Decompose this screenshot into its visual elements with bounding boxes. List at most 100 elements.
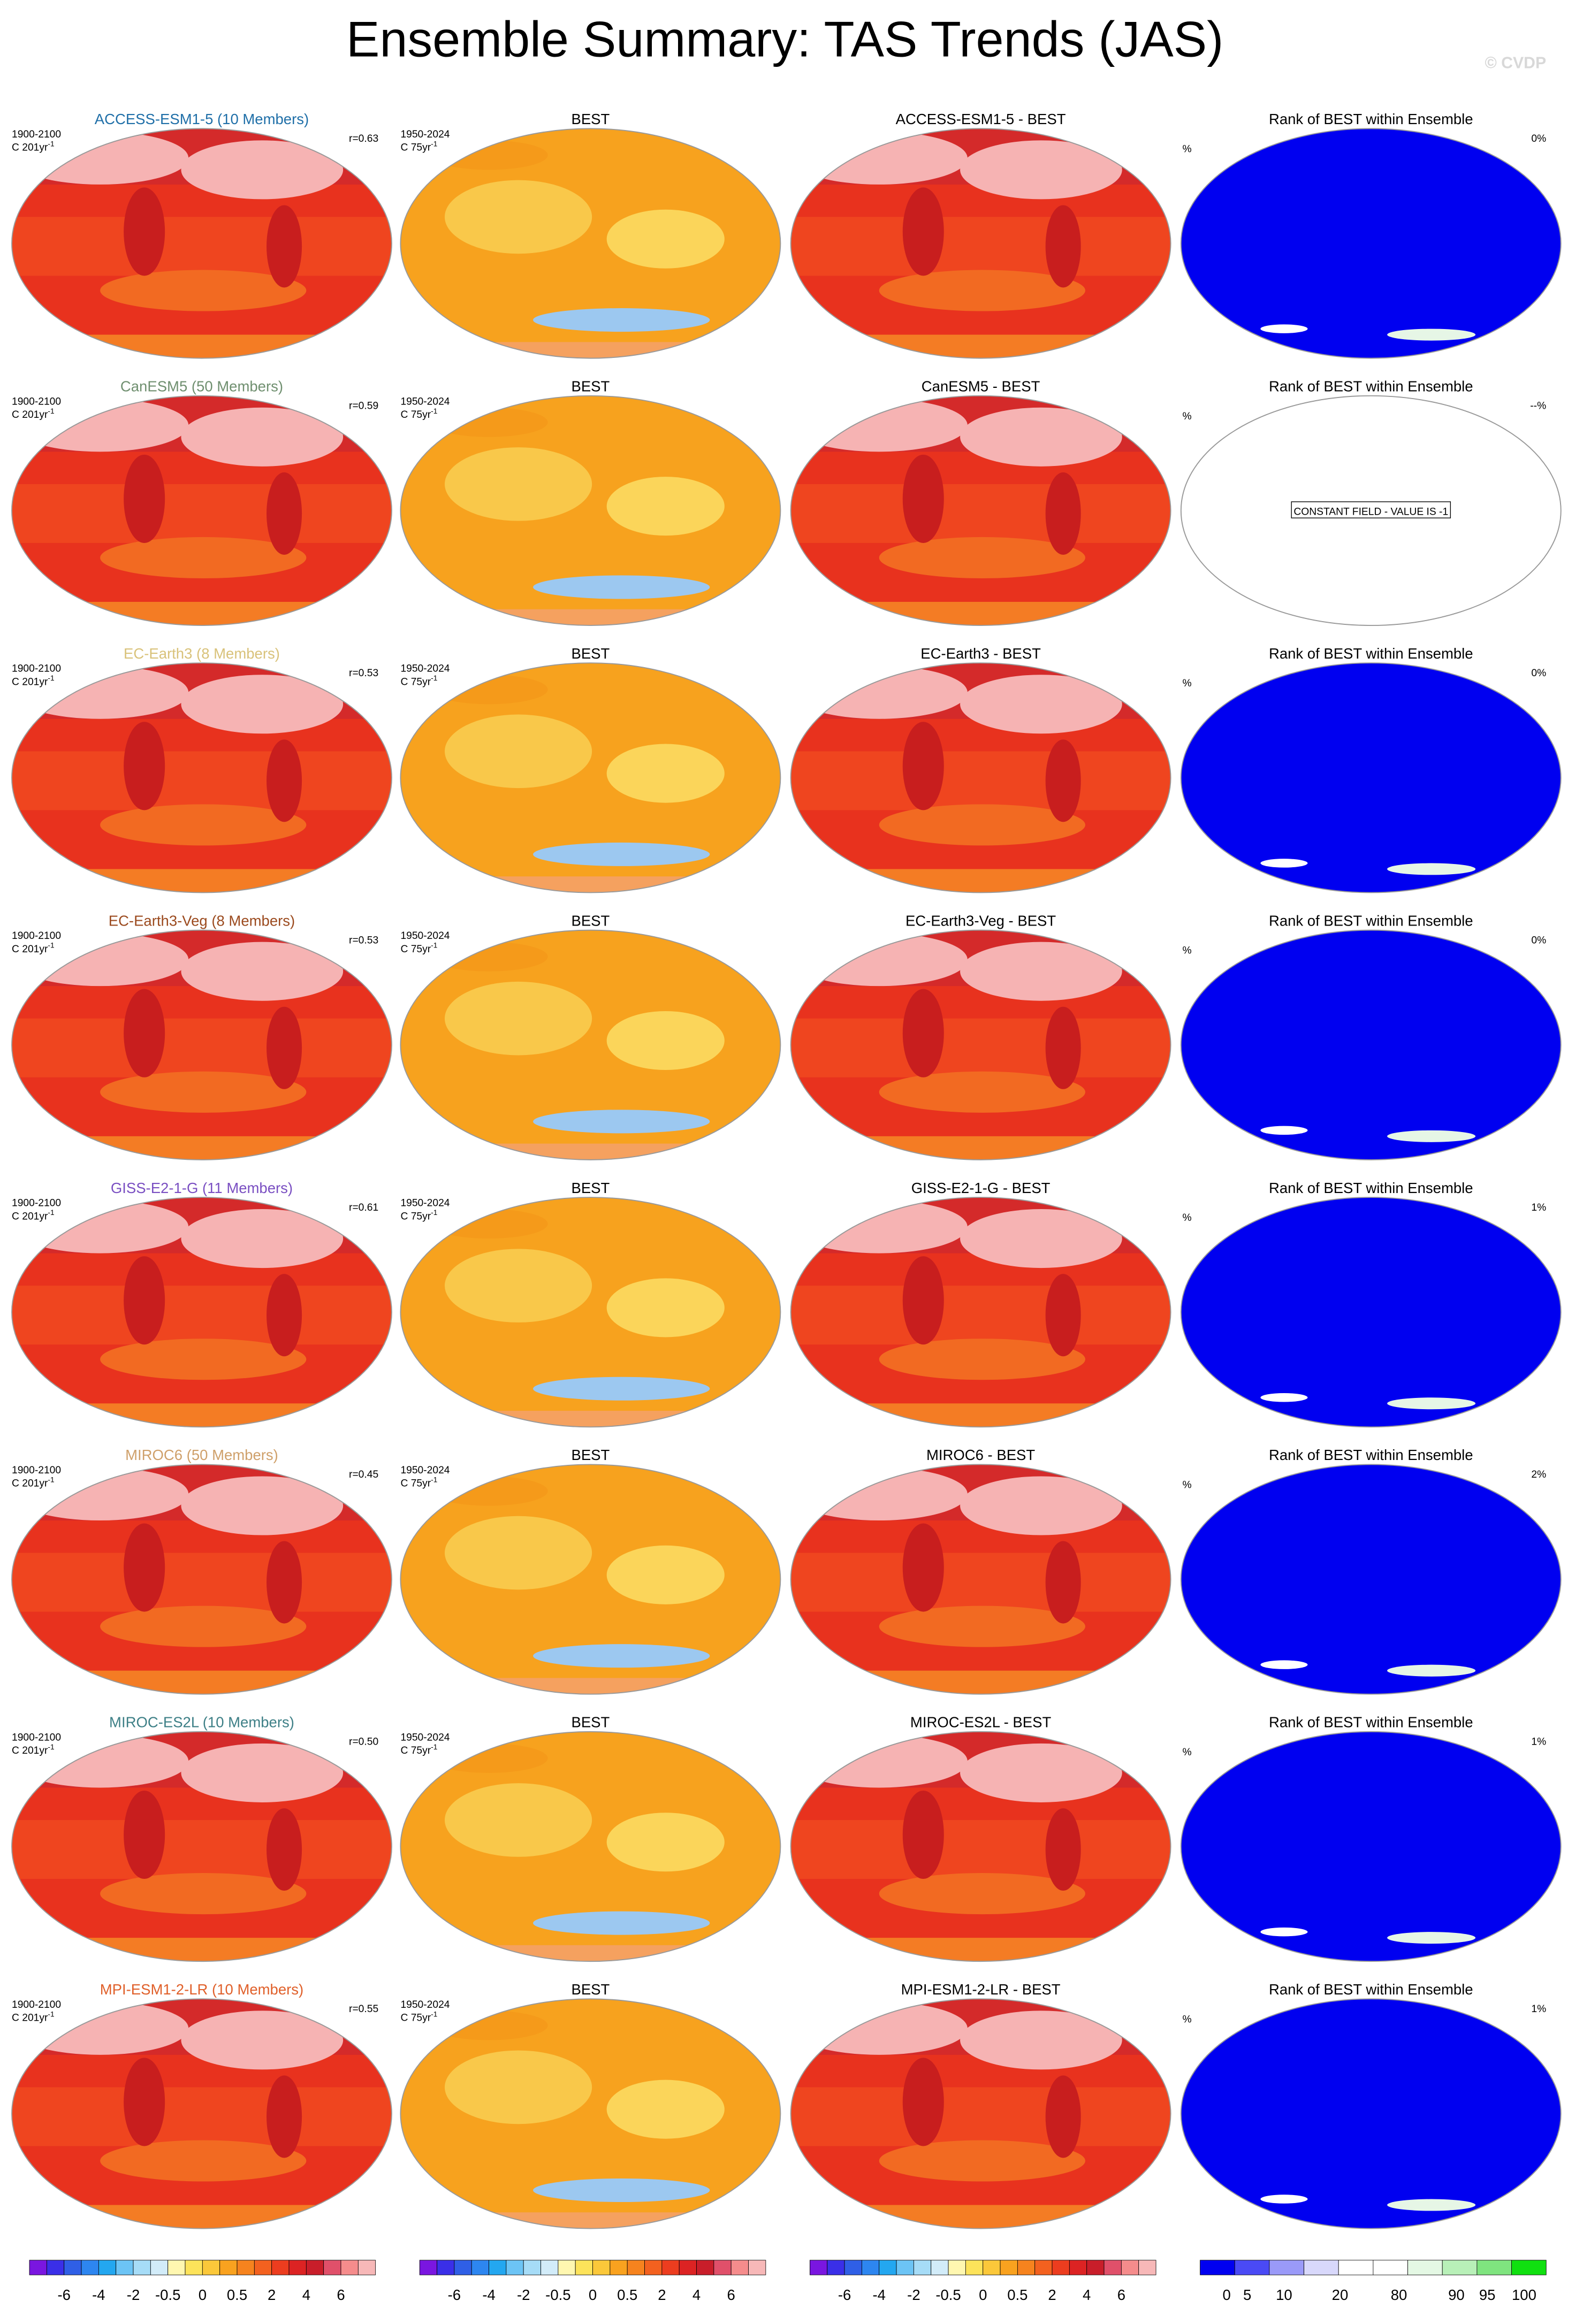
map-region [790, 751, 1171, 811]
units-label: C 201yr-1 [12, 674, 55, 687]
colorbar-box [879, 2260, 897, 2275]
map-region [790, 1820, 1171, 1879]
period: 1950-2024 [400, 129, 450, 140]
map-region [790, 334, 1171, 358]
map-region [430, 1743, 548, 1773]
map-region [606, 744, 725, 803]
map-border [11, 128, 392, 359]
period: 1950-2024 [400, 663, 450, 675]
map [12, 663, 392, 893]
rank-value: 2% [1531, 1469, 1546, 1480]
map-region [444, 1783, 592, 1857]
map [1181, 663, 1561, 893]
units: C 75yr [400, 142, 431, 154]
rank-title: Rank of BEST within Ensemble [1269, 378, 1473, 395]
colorbar-box [696, 2260, 714, 2275]
pattern-correlation: r=0.63 [349, 133, 378, 144]
map [12, 930, 392, 1160]
units-label: C 75yr-1 [400, 407, 437, 421]
map-region [533, 575, 710, 599]
colorbar-label: 4 [1083, 2287, 1091, 2303]
rank-value: --% [1530, 401, 1546, 412]
colorbar-label: -6 [57, 2287, 70, 2303]
diff-title: ACCESS-ESM1-5 - BEST [896, 111, 1066, 127]
period: 1900-2100 [12, 663, 61, 675]
colorbar-label: -2 [907, 2287, 920, 2303]
rank-title: Rank of BEST within Ensemble [1269, 1714, 1473, 1731]
map-region [12, 1938, 392, 1962]
diff-title: MPI-ESM1-2-LR - BEST [901, 1981, 1061, 1998]
model-title: MPI-ESM1-2-LR (10 Members) [100, 1981, 304, 1998]
map-region [267, 2075, 302, 2158]
units: C 201yr [12, 1745, 48, 1756]
units-exponent: -1 [431, 674, 437, 682]
map-region [444, 180, 592, 254]
colorbar-box [419, 2260, 437, 2275]
obs-title: BEST [571, 912, 610, 929]
map-region [902, 722, 944, 811]
colorbar-box [558, 2260, 576, 2275]
map-region [267, 1006, 302, 1089]
map-region [960, 942, 1122, 1001]
map-border [790, 662, 1171, 893]
map-region [606, 1278, 725, 1337]
colorbar-box [1234, 2260, 1270, 2275]
period: 1900-2100 [12, 1198, 61, 1209]
colorbar-label: 2 [1048, 2287, 1056, 2303]
colorbar-box [748, 2260, 766, 2275]
map-region [100, 270, 307, 311]
obs-title: BEST [571, 1447, 610, 1463]
map-region [12, 1670, 392, 1694]
map [790, 128, 1171, 358]
units: C 201yr [12, 676, 48, 687]
rank-unit: % [1183, 1747, 1192, 1758]
period: 1950-2024 [400, 1999, 450, 2010]
map-region [430, 1476, 548, 1506]
map-region [1045, 1541, 1081, 1624]
map-region [790, 1018, 1171, 1077]
map [790, 395, 1171, 626]
colorbar-box [202, 2260, 220, 2275]
units-label: C 75yr-1 [400, 2010, 437, 2023]
units-label: C 75yr-1 [400, 140, 437, 153]
colorbar-label: -4 [872, 2287, 885, 2303]
colorbar-box [46, 2260, 65, 2275]
units-exponent: -1 [48, 140, 54, 148]
map-region [124, 454, 165, 543]
colorbar-label: 6 [1117, 2287, 1125, 2303]
diff-title: EC-Earth3 - BEST [920, 645, 1041, 662]
pattern-correlation: r=0.55 [349, 2004, 378, 2015]
colorbar-label: 0 [589, 2287, 597, 2303]
colorbar-label: 90 [1448, 2287, 1465, 2303]
units: C 75yr [400, 1211, 431, 1222]
map-region [606, 1545, 725, 1604]
colorbar-box [1017, 2260, 1036, 2275]
map-region [879, 2140, 1085, 2182]
colorbar-box [983, 2260, 1001, 2275]
colorbar-label: 0 [1222, 2287, 1230, 2303]
map [790, 1731, 1171, 1962]
colorbar-label: 4 [692, 2287, 701, 2303]
map-region [1045, 205, 1081, 288]
map-region [100, 1071, 307, 1113]
map-region [12, 1403, 392, 1427]
map-border [400, 395, 781, 626]
colorbar-box [1034, 2260, 1053, 2275]
colorbar-box [965, 2260, 984, 2275]
map-border [1180, 1998, 1562, 2229]
colorbar-box [809, 2260, 828, 2275]
map [1181, 1731, 1561, 1962]
colorbar-box [168, 2260, 186, 2275]
units-exponent: -1 [431, 140, 437, 148]
units: C 201yr [12, 944, 48, 955]
units-label: C 75yr-1 [400, 942, 437, 955]
map-border [400, 1998, 781, 2229]
map-region [1387, 328, 1476, 341]
colorbar-box [271, 2260, 290, 2275]
colorbar-box [150, 2260, 169, 2275]
map-region [181, 942, 344, 1001]
rank-unit: % [1183, 945, 1192, 957]
period: 1900-2100 [12, 1999, 61, 2010]
map-region [533, 2178, 710, 2203]
map-region [790, 484, 1171, 543]
